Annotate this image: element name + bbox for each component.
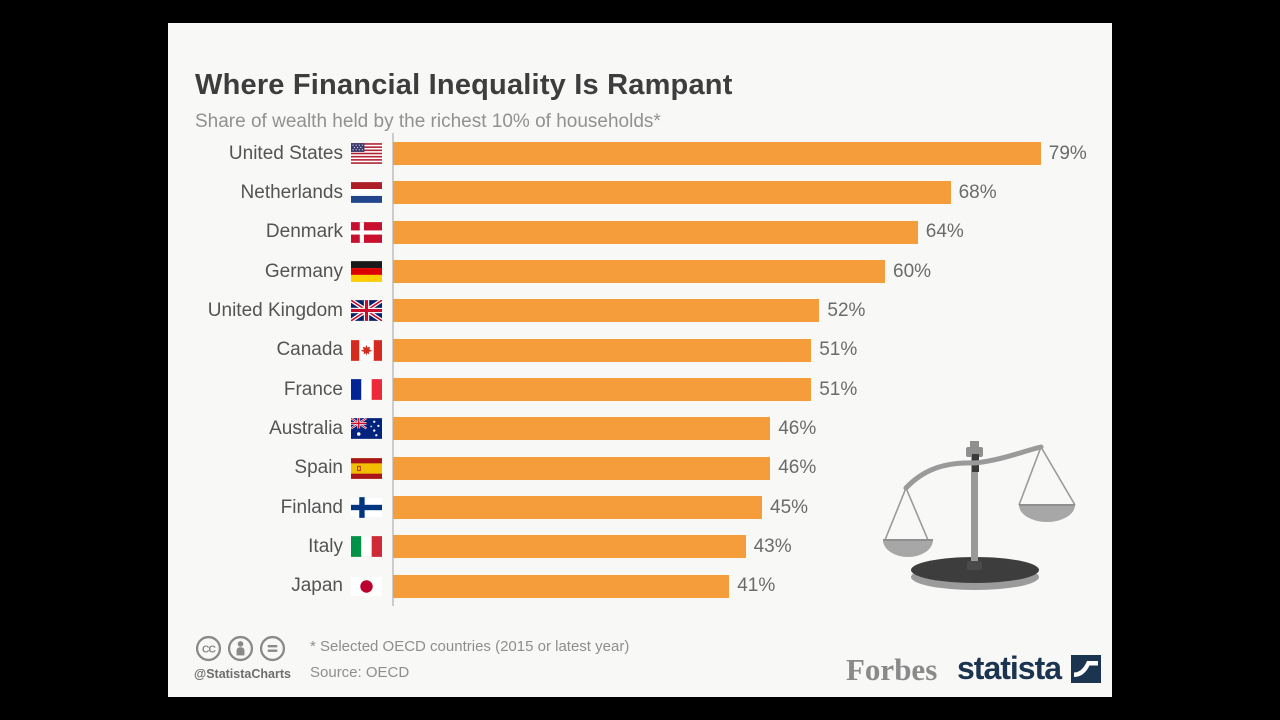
bar [393, 220, 918, 244]
license-icons: CC [195, 635, 286, 662]
flag-ca-icon [351, 339, 382, 361]
chart-row: Finland 45% [168, 488, 1112, 527]
flag-fr-icon [351, 379, 382, 401]
country-label: Canada [276, 339, 343, 361]
flag-es-icon [351, 457, 382, 479]
bar [393, 574, 730, 598]
value-label: 41% [737, 575, 776, 597]
value-label: 64% [925, 221, 964, 243]
infographic-card: Where Financial Inequality Is Rampant Sh… [168, 23, 1112, 697]
chart-row: France 51% [168, 370, 1112, 409]
flag-us-icon [351, 143, 382, 165]
statista-wordmark: statista [957, 650, 1062, 686]
value-label: 60% [893, 260, 932, 282]
country-label: Finland [280, 496, 343, 518]
country-label: Spain [294, 457, 343, 479]
value-label: 52% [827, 299, 866, 321]
statista-logo: statista [957, 650, 1102, 687]
value-label: 43% [753, 535, 792, 557]
cc-icon: CC [195, 635, 222, 662]
forbes-logo: Forbes [846, 652, 938, 687]
chart-row: Germany 60% [168, 252, 1112, 291]
chart-row: United States 79% [168, 134, 1112, 173]
footnote: * Selected OECD countries (2015 or lates… [310, 638, 630, 655]
country-label: France [283, 378, 343, 400]
bar [393, 142, 1041, 166]
value-label: 51% [819, 378, 858, 400]
bar [393, 378, 812, 402]
chart-row: Denmark 64% [168, 213, 1112, 252]
flag-dk-icon [351, 221, 382, 243]
flag-au-icon [351, 418, 382, 440]
country-label: United Kingdom [207, 299, 343, 321]
chart-row: Netherlands 68% [168, 173, 1112, 212]
flag-fi-icon [351, 497, 382, 519]
country-label: Denmark [265, 221, 343, 243]
attribution-icon [227, 635, 254, 662]
chart-subtitle: Share of wealth held by the richest 10% … [195, 111, 661, 132]
value-label: 68% [958, 181, 997, 203]
bar-chart: United States 79% Netherlands 68% Denmark … [168, 134, 1112, 606]
bar [393, 260, 885, 284]
axis-baseline [392, 133, 394, 606]
flag-jp-icon [351, 575, 382, 597]
bar [393, 181, 951, 205]
flag-it-icon [351, 536, 382, 558]
country-label: Germany [264, 260, 343, 282]
country-label: Netherlands [240, 181, 343, 203]
chart-row: United Kingdom 52% [168, 291, 1112, 330]
chart-row: Spain 46% [168, 449, 1112, 488]
value-label: 45% [770, 496, 809, 518]
bar [393, 338, 812, 362]
chart-row: Canada 51% [168, 331, 1112, 370]
bar [393, 417, 771, 441]
source-note: Source: OECD [310, 664, 410, 681]
bar [393, 456, 771, 480]
country-label: Japan [291, 575, 343, 597]
country-label: Australia [269, 417, 343, 439]
equal-icon [259, 635, 286, 662]
country-label: Italy [308, 535, 343, 557]
country-label: United States [228, 142, 343, 164]
value-label: 46% [778, 457, 817, 479]
chart-row: Australia 46% [168, 409, 1112, 448]
statista-square-icon [1071, 654, 1102, 683]
unbalanced-scales-icon [883, 441, 1076, 590]
chart-title: Where Financial Inequality Is Rampant [195, 69, 733, 101]
value-label: 51% [819, 339, 858, 361]
bar [393, 299, 820, 323]
bar [393, 496, 762, 520]
svg-text:CC: CC [202, 644, 216, 655]
bar [393, 535, 746, 559]
flag-gb-icon [351, 300, 382, 322]
value-label: 46% [778, 417, 817, 439]
chart-row: Italy 43% [168, 527, 1112, 566]
chart-row: Japan 41% [168, 567, 1112, 606]
statista-handle: @StatistaCharts [194, 667, 291, 681]
flag-nl-icon [351, 182, 382, 204]
flag-de-icon [351, 261, 382, 283]
value-label: 79% [1048, 142, 1087, 164]
